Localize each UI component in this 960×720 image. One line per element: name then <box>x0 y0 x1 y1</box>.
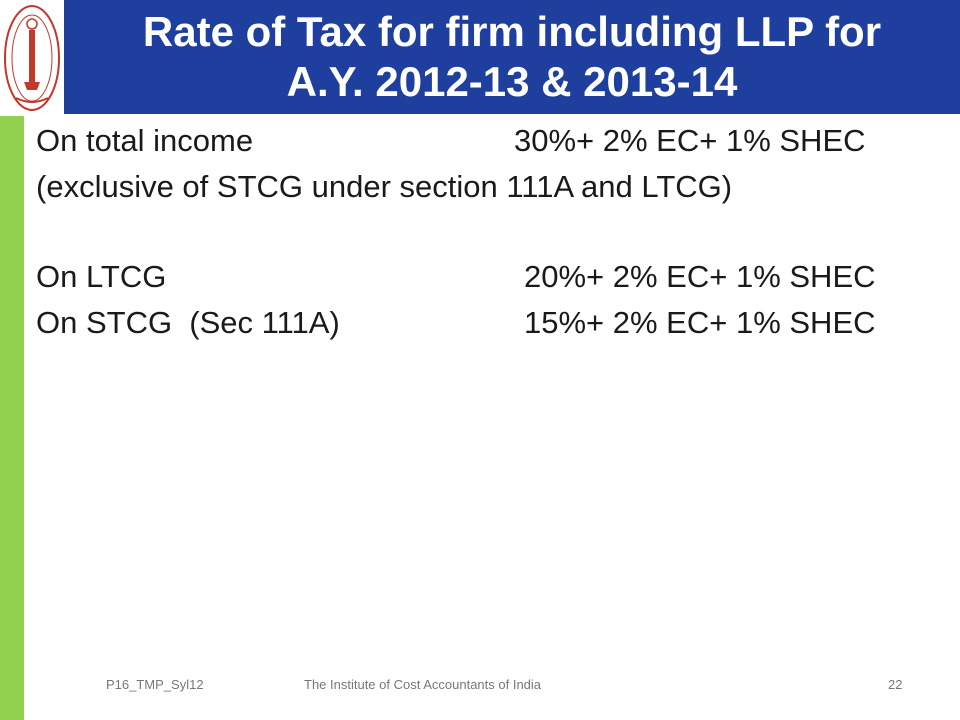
accent-bar <box>0 116 24 720</box>
rate-value: 30%+ 2% EC+ 1% SHEC <box>514 123 866 158</box>
footer-code: P16_TMP_Syl12 <box>106 677 204 692</box>
rate-value: 20%+ 2% EC+ 1% SHEC <box>524 259 876 294</box>
list-item: On LTCG 20%+ 2% EC+ 1% SHEC <box>36 254 936 300</box>
rate-value: 15%+ 2% EC+ 1% SHEC <box>524 305 876 340</box>
list-item: On STCG (Sec 111A) 15%+ 2% EC+ 1% SHEC <box>36 300 936 346</box>
rate-note: (exclusive of STCG under section 111A an… <box>36 169 733 204</box>
tax-rate-list: On total income 30%+ 2% EC+ 1% SHEC (exc… <box>36 118 936 346</box>
institute-emblem-icon <box>4 5 60 111</box>
slide-title-bar: Rate of Tax for firm including LLP for A… <box>64 0 960 114</box>
slide-title-line-2: A.Y. 2012-13 & 2013-14 <box>286 58 738 105</box>
logo <box>0 0 64 116</box>
slide-title-line-1: Rate of Tax for firm including LLP for <box>142 8 882 55</box>
rate-label: On STCG (Sec 111A) <box>36 305 340 340</box>
list-item: (exclusive of STCG under section 111A an… <box>36 164 936 210</box>
page-number: 22 <box>888 677 903 692</box>
rate-label: On LTCG <box>36 259 167 294</box>
rate-label: On total income <box>36 123 254 158</box>
slide-title: Rate of Tax for firm including LLP for A… <box>133 7 891 107</box>
footer-institute: The Institute of Cost Accountants of Ind… <box>304 677 542 692</box>
list-item: On total income 30%+ 2% EC+ 1% SHEC <box>36 118 936 164</box>
